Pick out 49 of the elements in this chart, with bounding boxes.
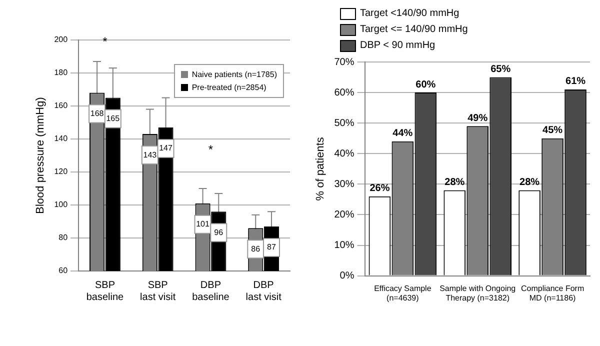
legend-label: DBP < 90 mmHg	[360, 39, 436, 53]
data-label: 96	[214, 228, 224, 237]
data-label: 61%	[566, 76, 586, 88]
y-tick-label: 160	[54, 101, 68, 110]
data-label: 28%	[520, 177, 540, 188]
annotation: *	[208, 142, 214, 156]
x-tick-label: Efficacy Sample (n=4639)	[374, 284, 432, 302]
data-label: 44%	[392, 128, 413, 140]
x-tick-label: SBP last visit	[140, 280, 176, 303]
y-tick-label: 20%	[334, 209, 354, 220]
legend-label: Target <140/90 mmHg	[360, 7, 460, 21]
data-label: 45%	[542, 125, 563, 136]
legend-label: Target <= 140/90 mmHg	[360, 23, 468, 37]
y-tick-label: 70%	[334, 56, 354, 68]
data-label: 101	[196, 220, 210, 229]
y-tick-label: 10%	[334, 240, 354, 252]
y-tick-label: 50%	[334, 118, 354, 129]
y-tick-label: 180	[54, 68, 68, 78]
data-label: 165	[106, 114, 120, 123]
y-tick-label: 0%	[340, 270, 354, 282]
y-tick-label: 140	[54, 134, 68, 144]
y-tick-label: 30%	[334, 178, 354, 190]
data-label: 147	[159, 144, 173, 153]
x-tick-label: DBP last visit	[246, 280, 282, 303]
data-label: 143	[143, 150, 158, 160]
y-axis-title: % of patients	[314, 136, 327, 201]
x-tick-label: Compliance Form MD (n=1186)	[520, 284, 584, 302]
y-axis-title: Blood pressure (mmHg)	[34, 97, 47, 214]
legend-label: Naive patients (n=1785)	[192, 69, 277, 81]
data-label: 49%	[468, 112, 488, 124]
data-label: 28%	[444, 177, 465, 188]
data-label: 87	[267, 242, 276, 252]
data-label: 60%	[416, 79, 436, 90]
y-tick-label: 40%	[334, 148, 354, 160]
data-label: 65%	[490, 64, 511, 76]
y-tick-label: 80	[58, 233, 68, 242]
x-tick-label: DBP baseline	[192, 280, 230, 303]
y-tick-label: 120	[54, 167, 68, 176]
data-label: 86	[251, 244, 261, 254]
y-tick-label: 60	[58, 266, 68, 276]
legend-label: Pre-treated (n=2854)	[192, 82, 266, 94]
data-label: 168	[90, 109, 104, 118]
x-tick-label: SBP baseline	[86, 280, 124, 303]
data-label: 26%	[370, 183, 390, 194]
y-tick-label: 100	[54, 200, 68, 210]
x-tick-label: Sample with Ongoing Therapy (n=3182)	[440, 284, 516, 302]
y-tick-label: 60%	[334, 87, 354, 98]
y-tick-label: 200	[54, 35, 68, 44]
annotation: *	[102, 34, 108, 48]
